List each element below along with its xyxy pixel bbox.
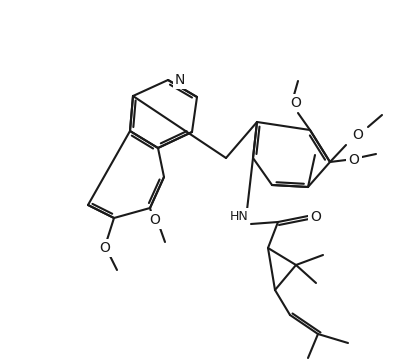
Text: O: O [149,213,160,227]
Text: O: O [311,210,322,224]
Text: O: O [291,96,302,110]
Text: O: O [352,128,363,142]
Text: N: N [175,73,185,87]
Text: O: O [348,153,359,167]
Text: HN: HN [230,210,248,222]
Text: O: O [100,241,110,255]
